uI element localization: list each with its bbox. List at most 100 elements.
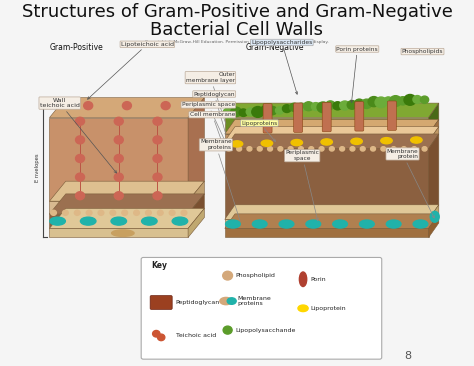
Circle shape [340,101,350,110]
FancyBboxPatch shape [387,101,396,130]
Circle shape [86,210,92,215]
Circle shape [153,330,160,337]
Circle shape [84,102,93,110]
Circle shape [360,147,365,151]
Polygon shape [428,205,439,228]
Circle shape [355,99,364,108]
Circle shape [51,210,56,215]
Polygon shape [49,228,188,238]
Ellipse shape [300,272,307,287]
Text: Copyright © McGraw-Hill Education. Permission required for reproduction or displ: Copyright © McGraw-Hill Education. Permi… [145,40,329,44]
Circle shape [157,210,163,215]
Text: Lipoteichoic acid: Lipoteichoic acid [88,42,174,99]
Circle shape [317,102,329,113]
Text: Structures of Gram-Positive and Gram-Negative: Structures of Gram-Positive and Gram-Neg… [21,3,453,21]
Text: Membrane
proteins: Membrane proteins [200,139,240,221]
Ellipse shape [381,138,392,144]
Ellipse shape [50,217,65,225]
FancyBboxPatch shape [150,296,172,309]
Polygon shape [225,141,428,149]
Circle shape [247,147,252,151]
Circle shape [169,210,175,215]
Ellipse shape [321,139,332,145]
Polygon shape [225,205,439,219]
Circle shape [368,97,380,107]
Text: Bacterial Cell Walls: Bacterial Cell Walls [151,21,323,40]
Circle shape [122,210,128,215]
Text: Wall
teichoic acid: Wall teichoic acid [40,98,117,173]
Circle shape [268,107,277,115]
Ellipse shape [279,220,294,228]
Polygon shape [49,117,188,201]
Polygon shape [188,98,204,201]
Circle shape [311,102,320,111]
Ellipse shape [360,220,374,228]
Circle shape [371,147,375,151]
Polygon shape [49,201,188,214]
Polygon shape [428,134,439,219]
Text: Peptidoglycan: Peptidoglycan [193,92,235,135]
Circle shape [401,147,406,151]
Circle shape [283,105,291,112]
Ellipse shape [298,305,308,311]
Circle shape [275,107,284,114]
Circle shape [161,102,170,110]
Circle shape [290,103,299,111]
Ellipse shape [413,220,428,228]
Circle shape [98,210,104,215]
Text: Gram-Negative: Gram-Negative [245,43,304,52]
Circle shape [134,210,139,215]
Circle shape [413,96,422,103]
Circle shape [223,108,235,119]
Circle shape [375,97,387,108]
Polygon shape [428,103,439,134]
Circle shape [398,97,408,105]
Circle shape [114,136,123,144]
Circle shape [122,102,131,110]
Text: Membrane
protein: Membrane protein [387,149,434,218]
Text: Gram-Positive: Gram-Positive [49,43,103,52]
Circle shape [246,108,255,116]
Ellipse shape [227,298,236,304]
Polygon shape [428,214,439,238]
FancyBboxPatch shape [263,104,272,133]
Circle shape [333,102,342,110]
Circle shape [390,96,401,107]
Circle shape [153,173,162,181]
Circle shape [75,136,84,144]
Circle shape [309,147,314,151]
Polygon shape [225,127,439,141]
Text: Teichoic acid: Teichoic acid [176,333,216,338]
Ellipse shape [172,217,188,225]
Circle shape [422,147,427,151]
Circle shape [350,147,355,151]
Circle shape [261,106,269,113]
Circle shape [391,147,396,151]
FancyBboxPatch shape [294,103,302,132]
Polygon shape [225,219,428,228]
Polygon shape [49,208,204,228]
Text: Lipoprotein: Lipoprotein [310,306,346,311]
Polygon shape [225,134,439,149]
Circle shape [114,192,123,200]
Circle shape [146,210,151,215]
Circle shape [114,117,123,125]
Polygon shape [49,181,204,201]
Text: Outer
membrane layer: Outer membrane layer [186,72,235,124]
Circle shape [361,99,372,108]
Polygon shape [225,117,428,134]
Ellipse shape [231,141,243,147]
Circle shape [75,192,84,200]
Circle shape [252,107,264,117]
Circle shape [63,210,68,215]
Circle shape [153,136,162,144]
Ellipse shape [306,220,320,228]
Circle shape [237,147,242,151]
Circle shape [231,107,241,116]
Polygon shape [49,214,188,228]
Ellipse shape [430,211,439,222]
Text: Lipoproteins: Lipoproteins [241,120,278,141]
Circle shape [257,147,262,151]
Text: Porin proteins: Porin proteins [337,46,378,102]
Polygon shape [49,98,204,117]
